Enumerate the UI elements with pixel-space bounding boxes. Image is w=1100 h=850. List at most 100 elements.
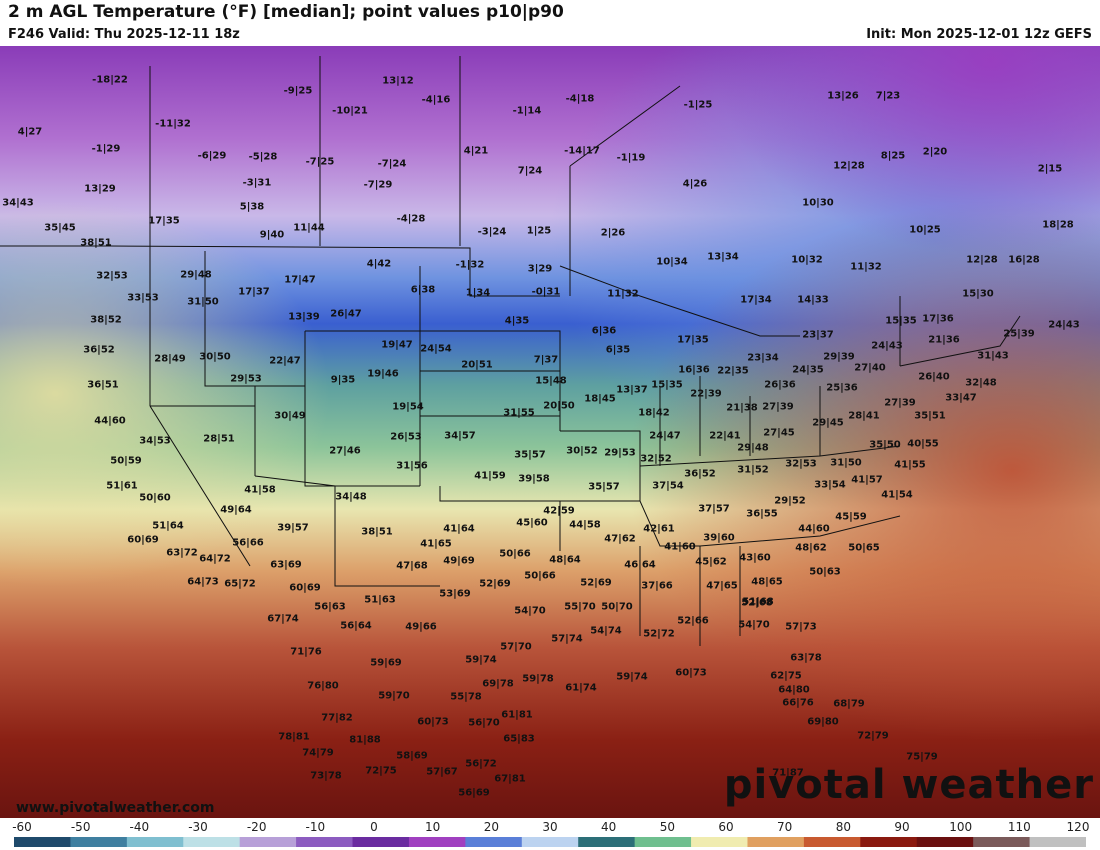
point-value: 65|72 — [224, 578, 256, 590]
point-value: 11|44 — [293, 222, 325, 234]
point-value: 63|69 — [270, 559, 302, 571]
point-value: 35|45 — [44, 222, 76, 234]
map-title: 2 m AGL Temperature (°F) [median]; point… — [8, 2, 564, 22]
point-value: 12|28 — [833, 160, 865, 172]
point-value: -3|31 — [242, 177, 272, 189]
point-value: 10|30 — [802, 197, 834, 209]
point-value: 2|15 — [1037, 163, 1063, 175]
point-value: 4|35 — [504, 315, 530, 327]
point-value: 22|39 — [690, 388, 722, 400]
point-value: 19|46 — [367, 368, 399, 380]
point-value: 63|72 — [166, 547, 198, 559]
point-value: 45|60 — [516, 517, 548, 529]
point-value: 54|74 — [590, 625, 622, 637]
point-value: -9|25 — [283, 85, 313, 97]
legend-color-swatch — [1029, 837, 1086, 847]
point-value: 61|74 — [565, 682, 597, 694]
legend-color-swatch — [916, 837, 974, 847]
point-value: 47|62 — [604, 533, 636, 545]
point-value: 66|76 — [782, 697, 814, 709]
point-value: 59|74 — [465, 654, 497, 666]
point-value: 4|27 — [17, 126, 43, 138]
point-value: 11|32 — [850, 261, 882, 273]
point-value: 35|51 — [914, 410, 946, 422]
point-value: 50|66 — [524, 570, 556, 582]
point-value: 59|69 — [370, 657, 402, 669]
legend-color-swatch — [408, 837, 466, 847]
point-value: 35|57 — [514, 449, 546, 461]
point-value: 41|59 — [474, 470, 506, 482]
point-value: 21|36 — [928, 334, 960, 346]
valid-time: F246 Valid: Thu 2025-12-11 18z — [8, 27, 240, 42]
point-value: -7|24 — [377, 158, 407, 170]
point-value: 52|69 — [580, 577, 612, 589]
point-value: 19|47 — [381, 339, 413, 351]
point-value: 40|55 — [907, 438, 939, 450]
point-value: 23|37 — [802, 329, 834, 341]
point-value: 53|69 — [439, 588, 471, 600]
point-value: 50|63 — [809, 566, 841, 578]
point-value: 44|60 — [94, 415, 126, 427]
pivotal-weather-logo: pivotal weather — [723, 762, 1094, 808]
point-value: 17|36 — [922, 313, 954, 325]
point-value: 27|45 — [763, 427, 795, 439]
point-value: 32|53 — [785, 458, 817, 470]
point-value: 52|69 — [479, 578, 511, 590]
legend-tick-label: 40 — [601, 820, 617, 834]
point-value: 11|32 — [607, 288, 639, 300]
site-url: www.pivotalweather.com — [16, 800, 215, 816]
point-value: -1|25 — [683, 99, 713, 111]
point-value: -7|29 — [363, 179, 393, 191]
point-value: 13|29 — [84, 183, 116, 195]
legend-color-swatch — [465, 837, 523, 847]
temperature-field — [0, 46, 1100, 818]
point-value: 26|47 — [330, 308, 362, 320]
point-value: -4|16 — [421, 94, 451, 106]
point-value: 41|60 — [664, 541, 696, 553]
point-value: 32|53 — [96, 270, 128, 282]
point-value: 56|69 — [458, 787, 490, 799]
point-value: -4|18 — [565, 93, 595, 105]
point-value: 50|70 — [601, 601, 633, 613]
point-value: 55|78 — [450, 691, 482, 703]
point-value: 72|79 — [857, 730, 889, 742]
legend-color-swatch — [296, 837, 354, 847]
point-value: 38|52 — [90, 314, 122, 326]
point-value: 7|23 — [875, 90, 901, 102]
point-value: -0|31 — [531, 286, 561, 298]
point-value: 13|26 — [827, 90, 859, 102]
point-value: 31|55 — [503, 407, 535, 419]
point-value: 13|34 — [707, 251, 739, 263]
point-value: 1|34 — [465, 287, 491, 299]
point-value: 63|78 — [790, 652, 822, 664]
legend-tick-label: -20 — [246, 820, 267, 834]
point-values-layer: -18|22 -9|25 13|12 -4|16 -1|14 -4|18 -1|25 13|2… — [0, 46, 1100, 818]
point-value: 19|54 — [392, 401, 424, 413]
point-value: 54|70 — [514, 605, 546, 617]
point-value: -1|14 — [512, 105, 542, 117]
point-value: 35|57 — [588, 481, 620, 493]
point-value: 6|36 — [591, 325, 617, 337]
point-value: 62|75 — [770, 670, 802, 682]
point-value: 75|79 — [906, 751, 938, 763]
init-time: Init: Mon 2025-12-01 12z GEFS — [866, 27, 1092, 42]
point-value: 29|52 — [774, 495, 806, 507]
legend-color-swatch — [634, 837, 692, 847]
point-value: 2|26 — [600, 227, 626, 239]
point-value: 41|55 — [894, 459, 926, 471]
point-value: 17|47 — [284, 274, 316, 286]
legend-tick-label: -60 — [12, 820, 32, 834]
point-value: 49|69 — [443, 555, 475, 567]
point-value: 20|50 — [543, 400, 575, 412]
point-value: 51|63 — [364, 594, 396, 606]
temperature-map[interactable]: -18|22 -9|25 13|12 -4|16 -1|14 -4|18 -1|25 13|2… — [0, 46, 1100, 818]
point-value: 10|25 — [909, 224, 941, 236]
legend-color-swatch — [126, 837, 184, 847]
point-value: 50|60 — [139, 492, 171, 504]
point-value: 51|61 — [106, 480, 138, 492]
legend-color-swatch — [747, 837, 805, 847]
point-value: 59|70 — [378, 690, 410, 702]
point-value: 1|25 — [526, 225, 552, 237]
legend-color-swatch — [183, 837, 241, 847]
point-value: 21|38 — [726, 402, 758, 414]
